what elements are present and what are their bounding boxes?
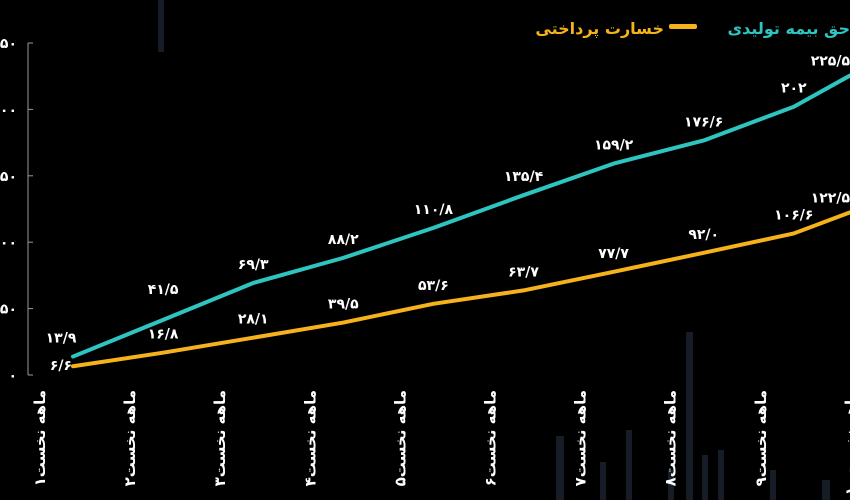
- data-label: ۹۲/۰: [688, 227, 719, 243]
- y-tick-label: ۵۰: [0, 302, 17, 318]
- series-line-claims: [71, 210, 850, 369]
- data-label: ۷۷/۷: [598, 246, 629, 262]
- legend: حق بیمه تولیدی خسارت پرداختی: [535, 19, 850, 39]
- background-bar: [718, 450, 724, 500]
- legend-swatch-claims: [669, 24, 697, 29]
- data-labels: ۱۳/۹۴۱/۵۶۹/۳۸۸/۲۱۱۰/۸۱۳۵/۴۱۵۹/۲۱۷۶/۶۲۰۲۲…: [46, 54, 850, 375]
- data-label: ۲۸/۱: [238, 312, 269, 328]
- x-axis-labels: ۱ماهه نخست ۲ماهه نخست ۳ماهه نخست ۴ماهه نخست…: [31, 390, 850, 496]
- background-bar: [158, 0, 164, 52]
- y-tick-label: ۲۰۰: [0, 102, 17, 118]
- data-label: ۱۷۶/۶: [684, 114, 723, 130]
- data-label: ۵۳/۶: [418, 278, 449, 294]
- x-category-label: ۸ماهه نخست: [662, 390, 680, 486]
- legend-label-claims: خسارت پرداختی: [535, 19, 664, 39]
- data-label: ۶/۶: [50, 358, 72, 374]
- x-category-label: ۴ماهه نخست: [301, 390, 319, 486]
- background-bar: [600, 462, 606, 500]
- data-label: ۶۳/۷: [508, 264, 539, 280]
- data-label: ۱۱۰/۸: [414, 202, 454, 218]
- background-bar: [702, 455, 708, 500]
- y-tick-label: ۲۵۰: [0, 36, 17, 52]
- x-category-label: ۶ماهه نخست: [482, 390, 500, 486]
- data-label: ۶۹/۳: [238, 257, 269, 273]
- data-label: ۱۳۵/۴: [504, 169, 544, 185]
- x-category-label: ۵ماهه نخست: [391, 390, 409, 486]
- series-lines: [71, 73, 850, 369]
- data-label: ۱۰۶/۶: [774, 207, 813, 223]
- background-bar: [822, 480, 830, 500]
- data-label: ۴۱/۵: [148, 282, 179, 298]
- background-bar: [686, 332, 693, 500]
- x-category-label: ۹ماهه نخست: [752, 390, 770, 486]
- x-category-label: ۱ماهه نخست: [31, 390, 49, 486]
- data-label: ۸۸/۲: [328, 232, 359, 248]
- data-label: ۱۲۲/۵: [811, 190, 850, 206]
- x-category-label: ۳ماهه نخست: [211, 390, 229, 486]
- y-tick-label: ۱۵۰: [0, 169, 17, 185]
- background-bar: [556, 436, 564, 500]
- x-category-label: ۷ماهه نخست: [572, 390, 590, 486]
- data-label: ۲۰۲: [781, 81, 807, 97]
- data-label: ۳۹/۵: [328, 297, 359, 313]
- y-tick-label: ۰: [8, 368, 17, 384]
- background-bar: [770, 470, 776, 500]
- data-label: ۱۵۹/۲: [594, 138, 634, 154]
- x-category-label: ۱۰ماهه نخست: [842, 390, 850, 496]
- background-bar: [626, 430, 632, 500]
- data-label: ۱۳/۹: [46, 331, 77, 347]
- y-axis-ticks: ۰ ۵۰ ۱۰۰ ۱۵۰ ۲۰۰ ۲۵۰: [0, 36, 33, 384]
- series-line-premium: [71, 73, 850, 359]
- y-tick-label: ۱۰۰: [0, 235, 17, 251]
- data-label: ۲۲۵/۵: [811, 54, 850, 70]
- data-label: ۱۶/۸: [148, 327, 179, 343]
- x-category-label: ۲ماهه نخست: [121, 390, 139, 486]
- background-bar: [668, 470, 674, 500]
- legend-label-premium: حق بیمه تولیدی: [727, 19, 850, 38]
- background-decoration: [158, 0, 830, 500]
